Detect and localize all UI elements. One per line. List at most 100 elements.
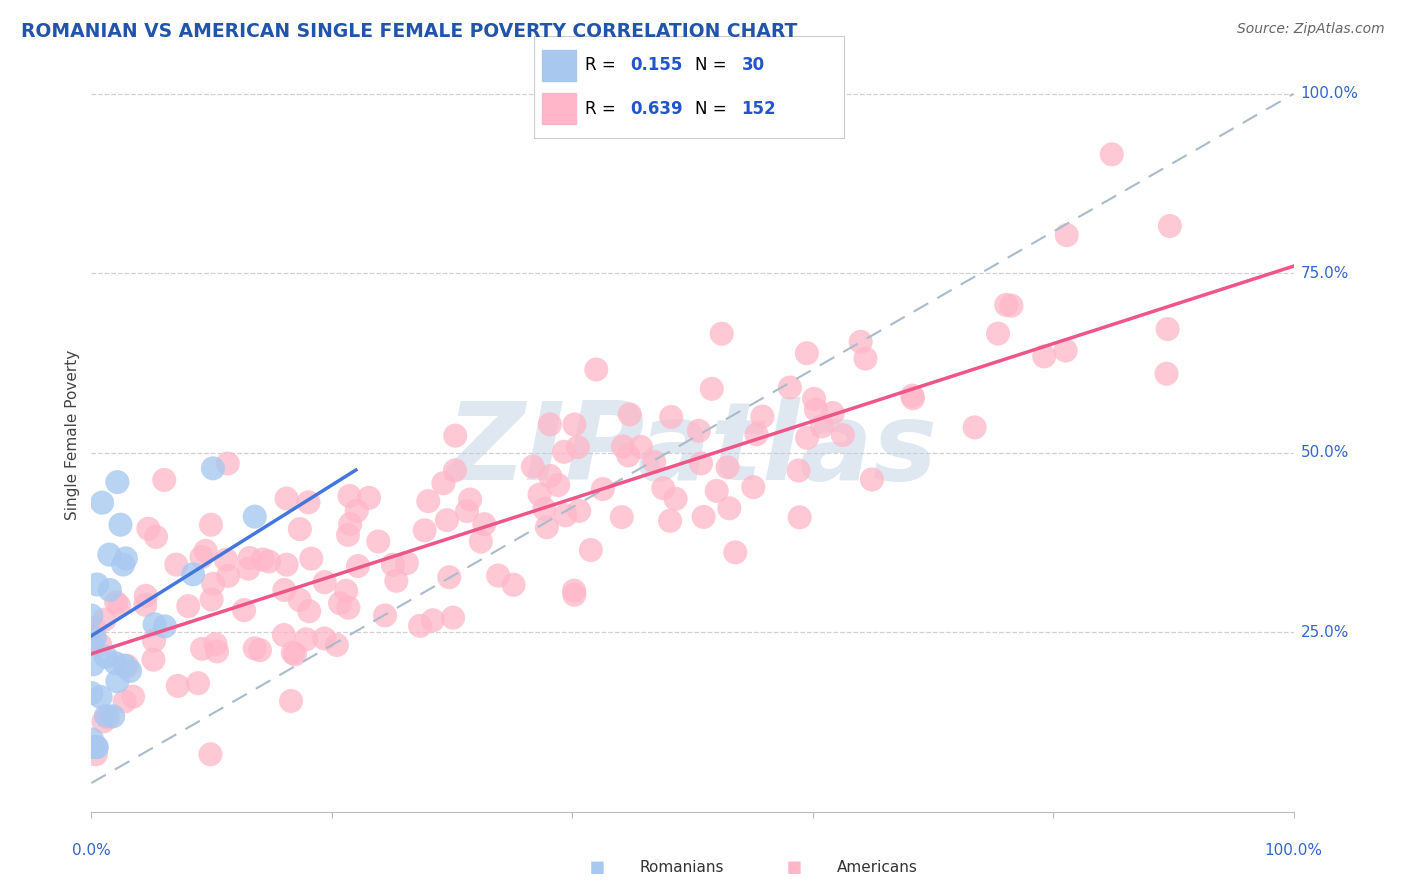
Point xyxy=(80,686,103,700)
Y-axis label: Single Female Poverty: Single Female Poverty xyxy=(65,350,80,520)
Point xyxy=(1159,219,1181,233)
Point xyxy=(536,520,558,534)
Point xyxy=(205,644,228,658)
Point xyxy=(1156,367,1178,381)
Point xyxy=(538,469,561,483)
Point xyxy=(1056,228,1078,243)
Point xyxy=(472,517,495,532)
Point xyxy=(200,747,222,762)
Point xyxy=(1033,349,1056,363)
Point xyxy=(84,740,107,755)
Point xyxy=(201,592,224,607)
Point xyxy=(238,562,260,576)
Point xyxy=(86,740,108,755)
Point xyxy=(298,604,321,618)
Point xyxy=(855,351,877,366)
Point xyxy=(502,578,524,592)
Point xyxy=(901,391,924,405)
Point xyxy=(533,502,555,516)
Point xyxy=(901,389,924,403)
Text: 0.155: 0.155 xyxy=(630,56,682,74)
Point xyxy=(337,600,360,615)
Point xyxy=(706,483,728,498)
Point xyxy=(849,334,872,349)
Point xyxy=(339,489,361,503)
Point xyxy=(562,583,585,598)
Point xyxy=(243,641,266,656)
Point xyxy=(177,599,200,614)
Point xyxy=(145,530,167,544)
Point xyxy=(93,714,115,729)
Point xyxy=(98,582,121,597)
Point xyxy=(93,613,115,627)
Point xyxy=(346,504,368,518)
Point xyxy=(114,694,136,708)
Point xyxy=(215,553,238,567)
Point xyxy=(91,496,114,510)
Point xyxy=(297,495,319,509)
Point xyxy=(592,482,614,496)
Point xyxy=(134,598,156,612)
Point xyxy=(382,558,405,572)
Point xyxy=(80,637,103,651)
Point xyxy=(288,593,311,607)
Text: ZIPatlas: ZIPatlas xyxy=(447,397,938,503)
Point xyxy=(779,380,801,394)
Point xyxy=(357,491,380,505)
Point xyxy=(80,608,103,623)
Point xyxy=(538,417,561,432)
Point xyxy=(115,551,138,566)
Point xyxy=(84,631,107,645)
Text: R =: R = xyxy=(585,100,616,118)
Point xyxy=(80,732,103,747)
Point xyxy=(339,516,361,531)
Point xyxy=(295,632,318,647)
Point xyxy=(751,409,773,424)
Point xyxy=(367,534,389,549)
Point xyxy=(652,481,675,495)
Text: 50.0%: 50.0% xyxy=(1301,445,1348,460)
Point xyxy=(796,346,818,360)
Point xyxy=(987,326,1010,341)
Point xyxy=(166,679,188,693)
Point xyxy=(143,617,166,632)
Point xyxy=(280,694,302,708)
Point xyxy=(233,603,256,617)
Point xyxy=(104,656,127,670)
Point xyxy=(187,676,209,690)
Point xyxy=(89,638,111,652)
Point xyxy=(98,548,121,562)
Point xyxy=(165,558,187,572)
Point xyxy=(284,647,307,661)
Point xyxy=(630,440,652,454)
Point xyxy=(97,711,120,725)
Point xyxy=(745,427,768,442)
Point xyxy=(90,690,112,704)
Point xyxy=(690,456,713,470)
Point xyxy=(276,558,298,572)
Point xyxy=(288,522,311,536)
Point xyxy=(963,420,986,434)
Point xyxy=(700,382,723,396)
Point xyxy=(114,658,136,673)
Point xyxy=(117,659,139,673)
Text: ▪: ▪ xyxy=(786,855,803,879)
Point xyxy=(821,406,844,420)
Point xyxy=(337,528,360,542)
Point xyxy=(143,633,166,648)
Point xyxy=(135,589,157,603)
Point xyxy=(314,632,336,646)
Point xyxy=(860,472,883,486)
Text: N =: N = xyxy=(695,100,727,118)
Point xyxy=(202,577,225,591)
Point xyxy=(122,690,145,704)
Point xyxy=(82,740,104,755)
Point xyxy=(522,459,544,474)
Point xyxy=(105,674,128,689)
Point xyxy=(181,567,204,582)
Point xyxy=(612,440,634,454)
Text: 152: 152 xyxy=(741,100,776,118)
Point xyxy=(568,504,591,518)
Text: 100.0%: 100.0% xyxy=(1301,87,1358,102)
Point xyxy=(347,559,370,574)
